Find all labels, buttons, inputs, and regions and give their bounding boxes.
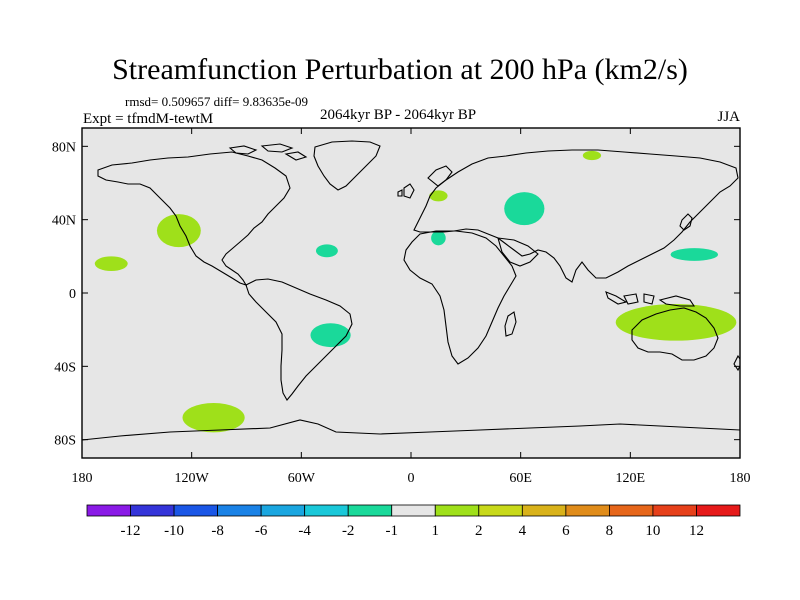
anomaly-nw-pacific <box>670 248 719 261</box>
longitude-axis: 180 120W 60W 0 60E 120E 180 <box>72 128 751 486</box>
anomaly-western-europe <box>429 190 448 202</box>
lon-tick-label: 60W <box>288 471 316 486</box>
lon-tick-label: 120E <box>616 471 646 486</box>
coastline-indonesia <box>605 291 696 307</box>
colorbar-label: 12 <box>689 523 704 539</box>
coastline-greenland <box>313 140 381 191</box>
map-background <box>82 128 740 458</box>
season-label: JJA <box>717 109 740 125</box>
lat-tick-label: 0 <box>69 287 76 302</box>
colorbar-bin <box>130 504 175 517</box>
colorbar-bin <box>696 504 741 517</box>
anomaly-southeast-pacific <box>182 403 245 433</box>
colorbar-bin <box>304 504 349 517</box>
colorbar-bin <box>391 504 436 517</box>
coastline-eurasia <box>413 149 739 283</box>
colorbar-bin <box>347 504 393 517</box>
anomaly-australia <box>615 304 737 341</box>
coastline-north-america <box>97 151 291 286</box>
lon-tick-label: 120W <box>175 471 210 486</box>
colorbar-bin <box>652 504 697 517</box>
colorbar-bin <box>173 504 218 517</box>
coastline-australia <box>631 307 719 361</box>
colorbar-bin <box>260 504 306 517</box>
colorbar-bin <box>609 504 654 517</box>
colorbar-bin <box>521 504 567 517</box>
coastline-japan <box>679 213 693 231</box>
colorbar-label: -8 <box>211 523 224 539</box>
lon-tick-label: 60E <box>509 471 532 486</box>
map-title: Streamfunction Perturbation at 200 hPa (… <box>112 53 688 86</box>
lat-tick-label: 80S <box>54 434 76 449</box>
colorbar-label: -10 <box>164 523 184 539</box>
anomaly-south-america <box>310 323 351 348</box>
colorbar-bin <box>217 504 262 517</box>
colorbar-label: -12 <box>121 523 141 539</box>
colorbar-bin <box>565 504 610 517</box>
rmsd-stats: rmsd= 0.509657 diff= 9.83635e-09 <box>125 94 309 109</box>
coastline-arctic-islands <box>228 143 308 161</box>
colorbar-label: -1 <box>385 523 398 539</box>
anomaly-ne-pacific <box>156 214 201 248</box>
coastline-british-isles <box>397 183 415 199</box>
coastline-africa <box>403 230 517 365</box>
lon-tick-label: 180 <box>730 471 751 486</box>
colorbar-label: -2 <box>342 523 355 539</box>
colorbar: -12 -10 -8 -6 -4 -2 -1 1 2 4 6 8 10 12 <box>86 504 741 539</box>
lat-tick-label: 40S <box>54 360 76 375</box>
anomaly-mediterranean <box>431 230 446 246</box>
colorbar-label: 4 <box>519 523 527 539</box>
anomaly-central-asia <box>504 192 545 226</box>
colorbar-bin <box>434 504 480 517</box>
coastlines <box>82 140 740 441</box>
lon-tick-label: 180 <box>72 471 93 486</box>
anomaly-north-atlantic <box>315 244 338 258</box>
colorbar-label: 1 <box>432 523 440 539</box>
lon-tick-label: 0 <box>408 471 415 486</box>
anomaly-siberia <box>582 150 602 161</box>
latitude-axis: 80N 40N 0 40S 80S <box>52 140 740 449</box>
coastline-arabia <box>497 237 539 267</box>
coastline-antarctica <box>82 419 740 441</box>
lat-tick-label: 40N <box>52 214 76 229</box>
colorbar-label: 6 <box>562 523 570 539</box>
period-subtitle: 2064kyr BP - 2064kyr BP <box>320 107 477 123</box>
colorbar-bin <box>86 504 131 517</box>
colorbar-label: 10 <box>645 523 660 539</box>
lat-tick-label: 80N <box>52 140 76 155</box>
colorbar-label: -4 <box>298 523 311 539</box>
colorbar-bin <box>478 504 523 517</box>
coastline-madagascar <box>504 311 517 337</box>
coastline-scandinavia <box>427 165 453 187</box>
colorbar-label: 8 <box>606 523 614 539</box>
coastline-new-zealand <box>733 354 740 372</box>
experiment-label: Expt = tfmdM-tewtM <box>83 111 214 127</box>
coastline-south-america <box>245 278 353 401</box>
colorbar-label: 2 <box>475 523 483 539</box>
anomaly-central-pacific <box>94 256 128 271</box>
colorbar-label: -6 <box>255 523 268 539</box>
anomaly-layer <box>94 150 737 433</box>
